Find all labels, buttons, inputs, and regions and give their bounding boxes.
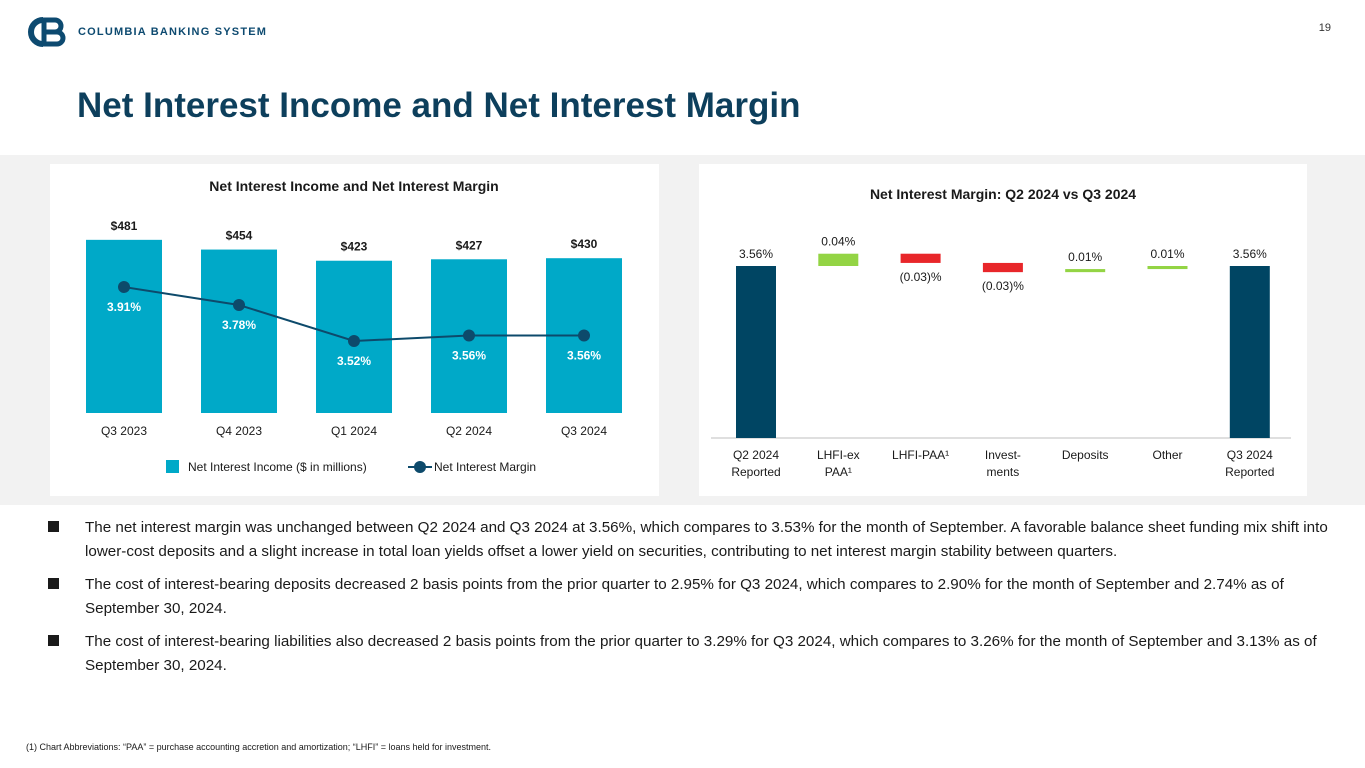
legend-line-marker (414, 461, 426, 473)
nim-value-label: 3.91% (107, 300, 141, 314)
nim-value-label: 3.78% (222, 318, 256, 332)
nim-point (233, 299, 245, 311)
x-tick-label: Q3 2024 (1227, 448, 1273, 462)
bullet-text: The net interest margin was unchanged be… (85, 519, 1328, 560)
bullet-list: The net interest margin was unchanged be… (48, 516, 1328, 687)
bullet-square-icon (48, 635, 59, 646)
chart-title: Net Interest Margin: Q2 2024 vs Q3 2024 (870, 186, 1136, 202)
x-tick-label: Reported (731, 465, 780, 479)
total-bar (736, 266, 776, 438)
x-tick-label: Q4 2023 (216, 424, 262, 438)
bullet-item: The cost of interest-bearing deposits de… (48, 573, 1328, 621)
bullet-square-icon (48, 578, 59, 589)
change-bar (900, 253, 941, 263)
x-tick-label: Invest- (985, 448, 1021, 462)
bullet-text: The cost of interest-bearing liabilities… (85, 633, 1317, 674)
nii-value-label: $481 (111, 219, 138, 233)
nii-value-label: $427 (456, 238, 483, 252)
nii-value-label: $430 (571, 237, 598, 251)
bullet-text: The cost of interest-bearing deposits de… (85, 576, 1284, 617)
legend-bar-swatch (166, 460, 179, 473)
bar-value-label: 0.04% (821, 235, 855, 249)
x-tick-label: Reported (1225, 465, 1274, 479)
bar-value-label: (0.03)% (982, 279, 1024, 293)
nii-nim-combo-chart: Net Interest Income and Net Interest Mar… (86, 178, 622, 474)
x-tick-label: Q2 2024 (446, 424, 492, 438)
bar-value-label: 0.01% (1068, 250, 1102, 264)
change-bar (818, 253, 859, 266)
x-tick-label: Other (1152, 448, 1182, 462)
nim-point (578, 329, 590, 342)
change-bar (1147, 266, 1188, 270)
nim-point (348, 335, 360, 347)
logo-text: COLUMBIA BANKING SYSTEM (78, 26, 268, 38)
nii-chart-panel: Net Interest Income and Net Interest Mar… (50, 164, 659, 496)
x-tick-label: LHFI-ex (817, 448, 860, 462)
nim-value-label: 3.56% (452, 348, 486, 362)
total-bar (1229, 266, 1270, 438)
change-bar (1065, 269, 1106, 273)
x-tick-label: Deposits (1062, 448, 1109, 462)
x-tick-label: Q3 2023 (101, 424, 147, 438)
cb-logo-icon (28, 17, 66, 47)
nim-point (118, 281, 130, 293)
bar-value-label: 0.01% (1150, 247, 1184, 261)
company-logo: COLUMBIA BANKING SYSTEM (26, 16, 267, 48)
nim-waterfall-panel: Net Interest Margin: Q2 2024 vs Q3 2024 3… (699, 164, 1307, 496)
page-title: Net Interest Income and Net Interest Mar… (77, 86, 801, 125)
legend-bar-label: Net Interest Income ($ in millions) (188, 460, 367, 474)
bar-value-label: (0.03)% (900, 270, 942, 284)
x-tick-label: LHFI-PAA¹ (892, 448, 949, 462)
nim-value-label: 3.52% (337, 354, 371, 368)
page-number: 19 (1318, 22, 1331, 34)
bullet-item: The cost of interest-bearing liabilities… (48, 630, 1328, 678)
nii-bar (86, 239, 162, 413)
x-tick-label: PAA¹ (825, 465, 852, 479)
x-tick-label: Q1 2024 (331, 424, 377, 438)
bullet-item: The net interest margin was unchanged be… (48, 516, 1328, 564)
x-tick-label: Q2 2024 (733, 448, 779, 462)
bar-value-label: 3.56% (739, 247, 773, 261)
nim-waterfall-chart: Net Interest Margin: Q2 2024 vs Q3 2024 3… (711, 186, 1291, 479)
nii-value-label: $454 (226, 229, 253, 243)
bullet-square-icon (48, 521, 59, 532)
x-tick-label: ments (987, 465, 1020, 479)
x-tick-label: Q3 2024 (561, 424, 607, 438)
bar-value-label: 3.56% (1233, 247, 1267, 261)
nim-point (463, 329, 475, 342)
nim-value-label: 3.56% (567, 348, 601, 362)
nii-value-label: $423 (341, 240, 368, 254)
nii-bar (201, 249, 277, 413)
chart-title: Net Interest Income and Net Interest Mar… (209, 178, 498, 194)
legend-line-label: Net Interest Margin (434, 460, 536, 474)
change-bar (982, 262, 1023, 273)
footnote: (1) Chart Abbreviations: “PAA” = purchas… (26, 742, 492, 752)
